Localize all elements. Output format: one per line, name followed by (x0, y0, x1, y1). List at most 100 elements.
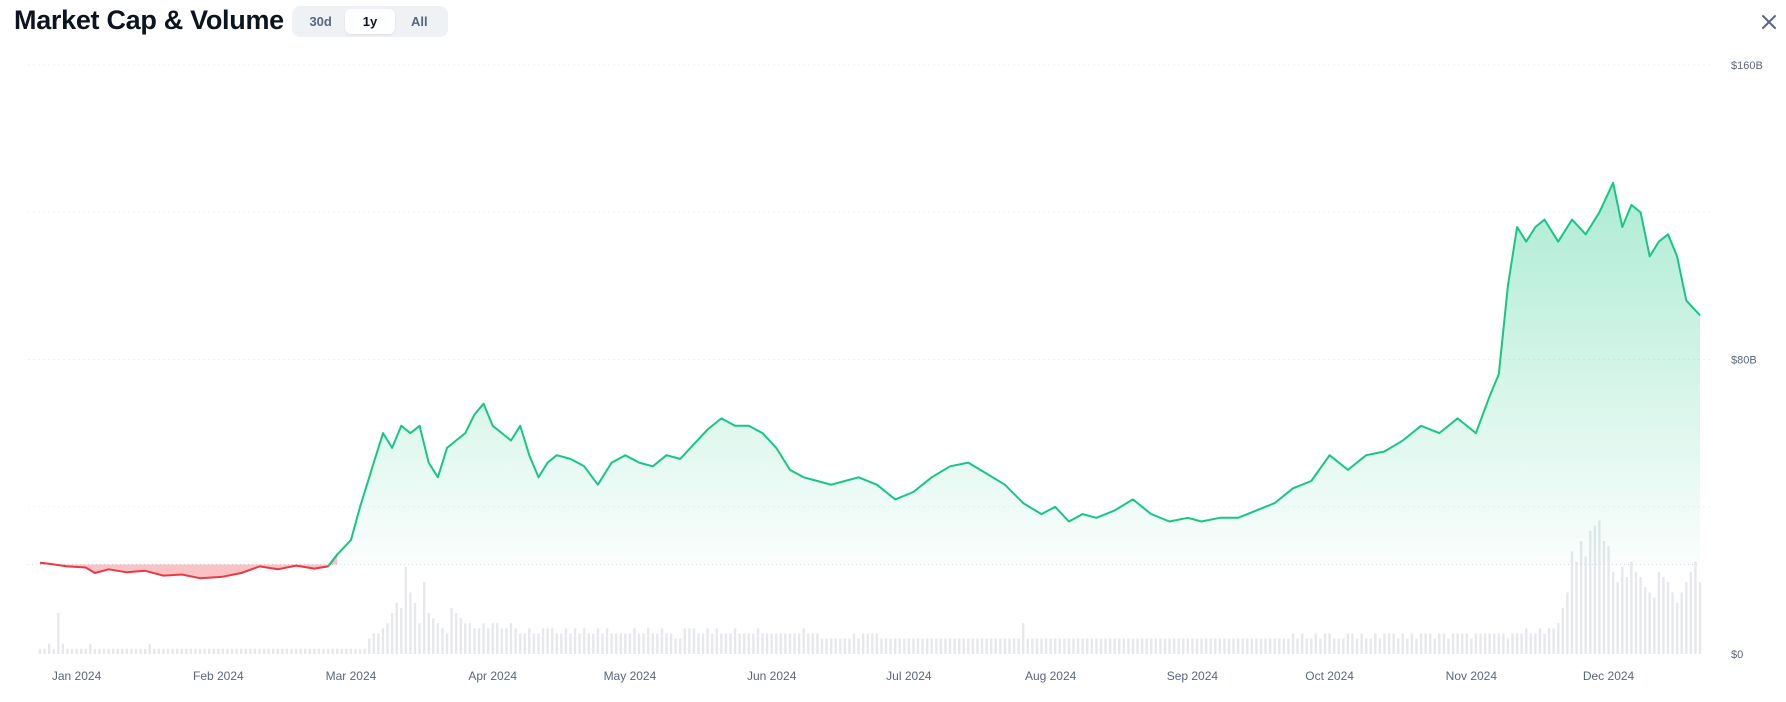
volume-bar (642, 633, 645, 654)
volume-bar (532, 633, 536, 654)
volume-bar (1012, 638, 1016, 654)
volume-bar (1095, 638, 1098, 654)
range-all-button[interactable]: All (411, 14, 428, 29)
volume-bar (1378, 638, 1382, 654)
volume-bar (1081, 638, 1084, 654)
volume-bar (1611, 571, 1615, 654)
x-tick-label: Jan 2024 (52, 669, 102, 683)
volume-bar (1369, 638, 1372, 654)
volume-bar (546, 628, 549, 654)
volume-bar (208, 648, 211, 654)
volume-bar (884, 638, 888, 654)
volume-bar (647, 628, 650, 654)
volume-bar (944, 638, 947, 654)
range-1y-button[interactable]: 1y (345, 9, 395, 34)
volume-bar (1086, 638, 1089, 654)
volume-bar (486, 628, 490, 654)
volume-bar (747, 633, 751, 654)
x-tick-label: Dec 2024 (1583, 669, 1635, 683)
volume-bar (1136, 638, 1139, 654)
volume-bar (930, 638, 933, 654)
volume-bar (162, 648, 165, 654)
volume-bar (1666, 582, 1670, 654)
volume-bar (541, 628, 545, 654)
volume-bar (528, 628, 531, 654)
volume-bar (249, 648, 252, 654)
volume-bar (610, 633, 613, 654)
volume-bar (61, 643, 65, 654)
volume-bar (1552, 628, 1555, 654)
volume-bar (290, 648, 293, 654)
volume-bar (180, 648, 183, 654)
volume-bar (738, 633, 741, 654)
volume-bar (230, 648, 234, 654)
volume-bar (1076, 638, 1080, 654)
range-30d-button[interactable]: 30d (309, 14, 332, 29)
volume-bar (1191, 638, 1194, 654)
volume-bar (1520, 633, 1523, 654)
volume-bar (98, 648, 101, 654)
volume-bar (829, 638, 833, 654)
volume-bar (1072, 638, 1075, 654)
volume-bar (1122, 638, 1126, 654)
volume-bar (377, 633, 380, 654)
volume-bar (569, 633, 572, 654)
volume-bar (811, 633, 815, 654)
volume-bar (52, 648, 55, 654)
volume-bar (1410, 633, 1414, 654)
x-tick-label: Oct 2024 (1305, 669, 1354, 683)
volume-bar (619, 633, 622, 654)
volume-bar (688, 628, 691, 654)
volume-bar (1419, 633, 1423, 654)
volume-bar (116, 648, 119, 654)
volume-bar (1246, 638, 1249, 654)
market-cap-line-down (39, 553, 338, 580)
volume-bar (1383, 633, 1386, 654)
volume-bar (1502, 633, 1505, 654)
volume-bar (802, 628, 805, 654)
volume-bar (38, 648, 42, 654)
volume-bar (1698, 582, 1702, 654)
x-tick-label: Mar 2024 (326, 669, 377, 683)
volume-bar (121, 648, 124, 654)
x-tick-label: Jul 2024 (886, 669, 932, 683)
y-tick-label: $80B (1731, 355, 1757, 367)
volume-bar (281, 648, 284, 654)
volume-bar (921, 638, 924, 654)
volume-bar (267, 648, 270, 654)
volume-bar (240, 648, 243, 654)
volume-bar (518, 633, 522, 654)
volume-bar (358, 648, 362, 654)
market-cap-line-up (327, 181, 1701, 568)
volume-bar (1465, 633, 1468, 654)
close-icon[interactable] (1759, 12, 1779, 32)
volume-bar (1566, 592, 1569, 654)
x-tick-label: Jun 2024 (747, 669, 797, 683)
volume-bar (1168, 638, 1171, 654)
volume-bar (354, 648, 357, 654)
volume-bar (1031, 638, 1034, 654)
volume-bar (336, 648, 339, 654)
volume-bar (491, 623, 494, 654)
volume-bar (139, 648, 142, 654)
volume-bar (166, 648, 170, 654)
volume-bar (779, 633, 783, 654)
below-baseline-area (40, 554, 338, 579)
volume-bar (1218, 638, 1222, 654)
volume-bar (1351, 633, 1354, 654)
volume-bar (953, 638, 956, 654)
volume-bar (1506, 638, 1510, 654)
volume-bar (578, 633, 581, 654)
volume-bar (1648, 592, 1651, 654)
volume-bar (1163, 638, 1167, 654)
volume-bar (957, 638, 961, 654)
volume-bar (395, 602, 398, 654)
volume-bar (560, 633, 563, 654)
volume-bar (477, 628, 481, 654)
volume-bar (715, 628, 719, 654)
volume-bar (752, 633, 755, 654)
volume-bar (985, 638, 988, 654)
volume-bar (427, 612, 430, 654)
volume-bar (628, 633, 632, 654)
volume-bar (235, 648, 238, 654)
